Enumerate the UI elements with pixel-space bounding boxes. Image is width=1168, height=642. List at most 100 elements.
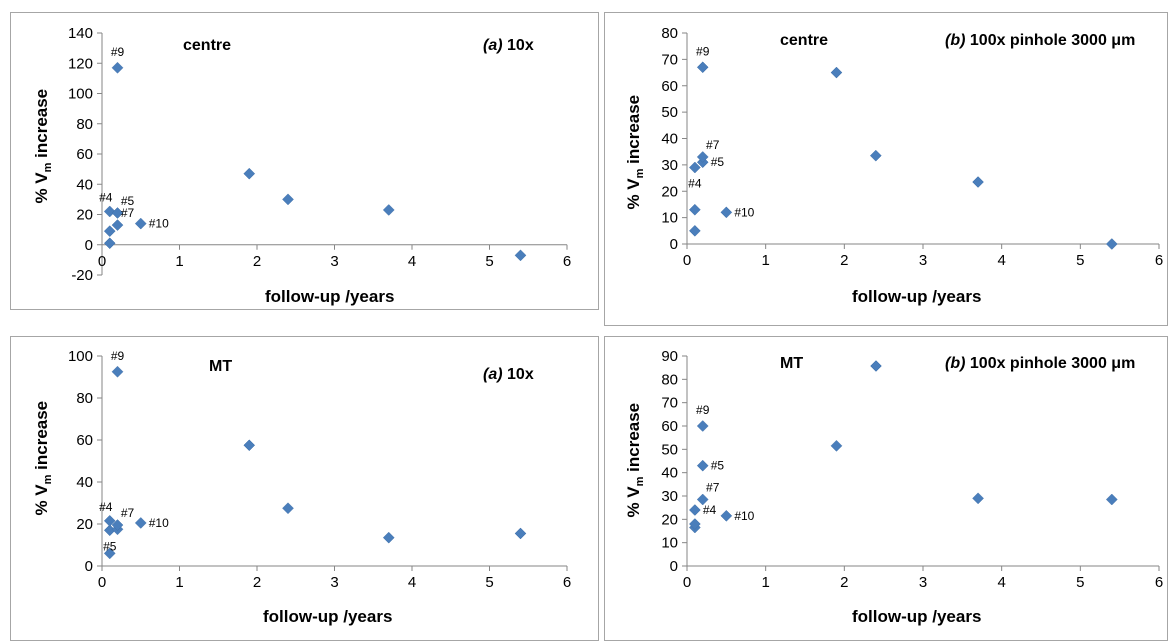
data-point xyxy=(830,66,843,79)
y-tick-label: 0 xyxy=(670,236,678,253)
plot-svg: -20 0 20 40 60 80 100 120 140 0 1 2 3 4 5 6 #9 #4 #5#7 #10 xyxy=(68,25,571,284)
data-point xyxy=(696,459,709,472)
data-point xyxy=(720,509,733,522)
data-point xyxy=(869,149,882,162)
data-point xyxy=(514,527,527,540)
data-point xyxy=(382,204,395,216)
x-tick-label: 0 xyxy=(98,253,106,270)
x-tick-label: 1 xyxy=(175,253,183,270)
y-tick-label: -20 xyxy=(71,267,93,284)
x-tick-label: 0 xyxy=(683,252,691,269)
chart-panel-mt-b: 0 10 20 30 40 50 60 70 80 90 0 1 2 3 4 5 6 #9 #5 #7 #4 #10 % … xyxy=(604,336,1168,641)
data-point xyxy=(282,502,294,515)
point-annotation: #10 xyxy=(734,509,754,523)
y-tick-label: 60 xyxy=(76,146,93,163)
data-point xyxy=(689,518,701,530)
y-tick-label: 80 xyxy=(661,371,678,388)
y-tick-label: 40 xyxy=(661,131,678,148)
data-point xyxy=(696,420,709,432)
point-annotation: #4 xyxy=(703,503,717,517)
data-point xyxy=(696,493,709,506)
y-tick-label: 80 xyxy=(76,390,93,407)
data-point xyxy=(103,547,116,560)
x-tick-label: 6 xyxy=(563,253,571,270)
data-point xyxy=(689,224,701,237)
data-point xyxy=(689,504,701,516)
y-tick-label: 100 xyxy=(68,348,93,365)
data-point xyxy=(1105,238,1118,250)
y-tick-label: 20 xyxy=(661,511,678,528)
x-tick-label: 3 xyxy=(330,253,338,270)
data-point xyxy=(689,203,701,216)
x-axis-label: follow-up /years xyxy=(263,607,393,626)
point-annotation: #4 xyxy=(99,190,113,204)
point-annotation: #5 xyxy=(711,155,725,169)
y-tick-label: 20 xyxy=(76,516,93,533)
x-tick-label: 4 xyxy=(408,253,416,270)
panel-label: (a) 10x xyxy=(483,366,534,383)
chart-title: MT xyxy=(209,358,233,375)
x-axis-label: follow-up /years xyxy=(265,287,395,306)
data-point xyxy=(972,492,984,505)
panel-label: (a) 10x xyxy=(483,37,534,54)
y-axis-label: % Vm increase xyxy=(31,88,55,204)
y-tick-label: 100 xyxy=(68,86,93,103)
x-tick-label: 3 xyxy=(919,252,927,269)
data-point xyxy=(103,205,116,218)
y-axis-label: % Vm increase xyxy=(31,400,55,516)
y-tick-label: 40 xyxy=(76,474,93,491)
y-tick-label: 10 xyxy=(661,535,678,552)
y-tick-label: 70 xyxy=(661,395,678,412)
x-tick-label: 5 xyxy=(1076,252,1084,269)
y-tick-label: 50 xyxy=(661,104,678,121)
y-tick-label: 20 xyxy=(76,207,93,224)
point-annotation: #7 xyxy=(121,206,135,220)
y-tick-label: 70 xyxy=(661,51,678,68)
chart-panel-centre-a: -20 0 20 40 60 80 100 120 140 0 1 2 3 4 5 6 #9 #4 #5 #7 #10 … xyxy=(10,12,599,310)
x-tick-label: 5 xyxy=(1076,574,1084,591)
point-annotation: #4 xyxy=(99,500,113,514)
point-annotation: #9 xyxy=(696,403,710,417)
x-tick-label: 2 xyxy=(253,574,261,591)
y-tick-label: 60 xyxy=(76,432,93,449)
data-point xyxy=(696,151,709,163)
y-tick-label: 90 xyxy=(661,348,678,365)
y-tick-label: 80 xyxy=(76,116,93,133)
data-point xyxy=(243,167,256,180)
y-tick-label: 30 xyxy=(661,488,678,505)
chart-title: MT xyxy=(780,355,804,372)
point-annotation: #4 xyxy=(688,177,702,191)
data-point xyxy=(514,249,527,262)
data-point xyxy=(111,219,124,231)
y-tick-label: 0 xyxy=(85,558,93,575)
y-tick-label: 50 xyxy=(661,441,678,458)
x-tick-label: 2 xyxy=(840,574,848,591)
data-point xyxy=(111,61,124,74)
x-tick-label: 2 xyxy=(253,253,261,270)
data-point xyxy=(111,207,124,219)
y-tick-label: 80 xyxy=(661,25,678,42)
y-tick-label: 0 xyxy=(670,558,678,575)
data-point xyxy=(134,517,147,529)
y-tick-label: 0 xyxy=(85,237,93,254)
plot-svg: 0 20 40 60 80 100 0 1 2 3 4 5 6 #9 #4 #7 #5 #10 xyxy=(68,348,571,591)
point-annotation: #7 xyxy=(706,481,720,495)
chart-panel-centre-b: 0 10 20 30 40 50 60 70 80 0 1 2 3 4 5 6 #9 #7 #5 #4 #10 % Vm… xyxy=(604,12,1168,326)
chart-panel-mt-a: 0 20 40 60 80 100 0 1 2 3 4 5 6 #9 #4 #7 #5 #10 % Vm incr… xyxy=(10,336,599,641)
x-tick-label: 5 xyxy=(485,253,493,270)
point-annotation: #7 xyxy=(121,506,135,520)
data-point xyxy=(103,514,116,527)
y-axis-label: % Vm increase xyxy=(623,94,647,210)
y-tick-label: 120 xyxy=(68,55,93,72)
x-tick-label: 0 xyxy=(98,574,106,591)
legend-marker xyxy=(870,360,882,372)
data-point xyxy=(720,206,733,219)
y-tick-label: 40 xyxy=(76,176,93,193)
data-point xyxy=(111,365,124,378)
plot-svg: 0 10 20 30 40 50 60 70 80 90 0 1 2 3 4 5 6 #9 #5 #7 #4 #10 xyxy=(661,348,1163,591)
chart-title: centre xyxy=(183,37,232,54)
point-annotation: #9 xyxy=(696,44,710,58)
x-tick-label: 4 xyxy=(408,574,416,591)
data-point xyxy=(111,519,124,531)
point-annotation: #9 xyxy=(111,45,125,59)
